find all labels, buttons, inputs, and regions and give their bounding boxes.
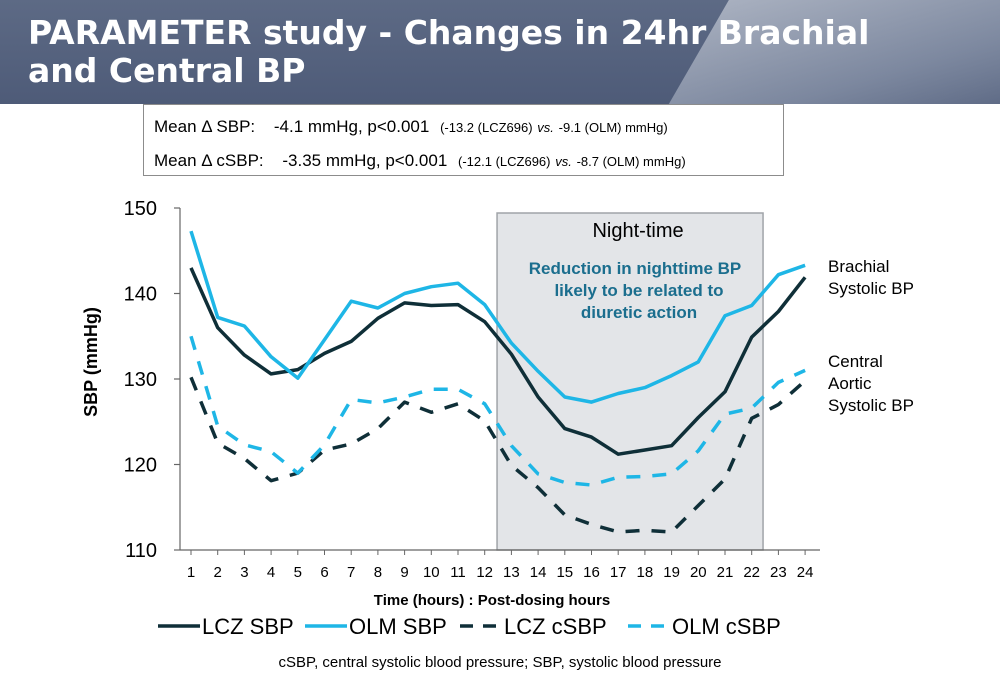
summary-csbp-value: -3.35 mmHg, p<0.001 [282, 151, 448, 170]
summary-csbp: Mean Δ cSBP: -3.35 mmHg, p<0.001 (-12.1 … [154, 151, 686, 171]
x-tick-label: 21 [717, 564, 734, 581]
right-label-central: Aortic [828, 374, 872, 393]
bp-line-chart: Night-time Reduction in nighttime BP likel… [81, 198, 914, 639]
x-tick-label: 7 [347, 564, 355, 581]
night-time-region [496, 212, 764, 551]
x-tick-label: 17 [610, 564, 627, 581]
summary-csbp-detail-a: (-12.1 (LCZ696) [458, 154, 551, 169]
summary-csbp-detail-b: -8.7 (OLM) mmHg) [576, 154, 686, 169]
summary-sbp-detail-b: -9.1 (OLM) mmHg) [558, 120, 668, 135]
footnote: cSBP, central systolic blood pressure; S… [278, 654, 722, 671]
y-tick-label: 140 [124, 284, 157, 306]
night-time-annotation-line: Reduction in nighttime BP [529, 259, 742, 278]
x-tick-label: 19 [663, 564, 680, 581]
night-time-label: Night-time [592, 220, 683, 242]
right-label-brachial: Systolic BP [828, 279, 914, 298]
night-time-annotation-line: likely to be related to [554, 281, 723, 300]
series-line-lcz-csbp [189, 376, 807, 534]
x-tick-label: 24 [797, 564, 814, 581]
y-tick-label: 120 [124, 455, 157, 477]
x-tick-label: 2 [214, 564, 222, 581]
legend-label: LCZ SBP [202, 614, 294, 639]
x-tick-label: 16 [583, 564, 600, 581]
summary-box: Mean Δ SBP: -4.1 mmHg, p<0.001 (-13.2 (L… [143, 104, 784, 176]
x-tick-label: 22 [743, 564, 760, 581]
right-label-central: Systolic BP [828, 396, 914, 415]
x-tick-label: 18 [637, 564, 654, 581]
x-tick-label: 6 [320, 564, 328, 581]
y-tick-label: 150 [124, 198, 157, 220]
series-line-lcz-sbp [189, 267, 807, 456]
night-time-annotation-line: diuretic action [581, 303, 697, 322]
legend-label: LCZ cSBP [504, 614, 607, 639]
right-label-central: Central [828, 352, 883, 371]
x-tick-label: 12 [476, 564, 493, 581]
summary-sbp-detail-a: (-13.2 (LCZ696) [440, 120, 533, 135]
x-tick-label: 10 [423, 564, 440, 581]
x-tick-label: 15 [556, 564, 573, 581]
x-tick-label: 11 [450, 564, 466, 581]
x-tick-label: 3 [240, 564, 248, 581]
summary-csbp-vs: vs. [555, 154, 572, 169]
series-line-olm-sbp [189, 230, 806, 404]
legend-label: OLM SBP [349, 614, 447, 639]
x-tick-label: 20 [690, 564, 707, 581]
x-tick-label: 4 [267, 564, 275, 581]
x-tick-label: 8 [374, 564, 382, 581]
x-tick-label: 13 [503, 564, 520, 581]
y-tick-label: 110 [125, 540, 157, 562]
title-bar: PARAMETER study - Changes in 24hr Brachi… [0, 0, 1000, 104]
summary-sbp-label: Mean Δ SBP: [154, 117, 256, 136]
summary-sbp-vs: vs. [537, 120, 554, 135]
summary-sbp-value: -4.1 mmHg, p<0.001 [273, 117, 430, 136]
x-tick-label: 23 [770, 564, 787, 581]
slide-title: PARAMETER study - Changes in 24hr Brachi… [28, 13, 870, 90]
y-tick-label: 130 [124, 369, 157, 391]
summary-csbp-label: Mean Δ cSBP: [154, 151, 264, 170]
x-axis-title: Time (hours) : Post-dosing hours [374, 592, 610, 609]
legend-label: OLM cSBP [672, 614, 781, 639]
series-line-olm-csbp [189, 335, 806, 487]
y-axis-title: SBP (mmHg) [81, 307, 101, 417]
x-tick-label: 5 [294, 564, 302, 581]
x-tick-label: 14 [530, 564, 547, 581]
x-tick-label: 1 [187, 564, 195, 581]
right-label-brachial: Brachial [828, 257, 889, 276]
x-tick-label: 9 [400, 564, 408, 581]
summary-sbp: Mean Δ SBP: -4.1 mmHg, p<0.001 (-13.2 (L… [154, 117, 668, 137]
